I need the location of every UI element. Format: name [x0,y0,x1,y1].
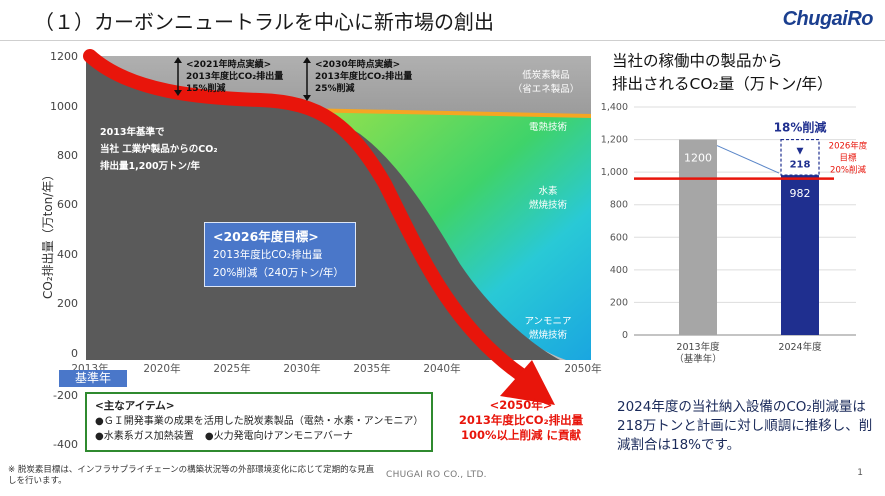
company-logo: ChugaiRo [782,8,874,30]
zone-low-carbon-1: 低炭素製品 [522,69,570,81]
goal-2050-line1: 2013年度比CO₂排出量 [458,413,584,427]
reduction-box [780,138,820,176]
bar-chart-bars [679,138,820,335]
right-chart-title-2: 排出されるCO₂量（万トン/年） [612,75,833,93]
bar-ytick: 800 [610,200,628,211]
right-chart-title: 当社の稼働中の製品から 排出されるCO₂量（万トン/年） [612,50,832,96]
xtick-2040: 2040年 [423,362,460,375]
items-title: <主なアイテム> [95,400,175,412]
ytick-neg400: -400 [53,438,78,451]
bar [679,139,717,335]
zone-ammonia-1: アンモニア [524,316,571,327]
left-chart: 1200 1000 800 600 400 200 0 -200 -400 CO… [41,49,602,451]
ytick-800: 800 [57,149,78,162]
bar-ytick: 1,000 [601,167,628,178]
right-chart-title-1: 当社の稼働中の製品から [612,52,783,70]
title-divider [0,40,885,41]
base-text-1: 2013年基準で [100,126,165,138]
bar-ytick: 0 [622,330,628,341]
ytick-1000: 1000 [50,100,78,113]
milestone-2021-line2: 15%削減 [186,82,226,94]
arrow-head [500,360,555,405]
bar-ytick: 200 [610,297,628,308]
goal-2050-line2: 100%以上削減 に貢献 [460,428,582,442]
company-name: CHUGAI RO CO., LTD. [386,470,487,480]
bar-ytick: 1,200 [601,135,628,146]
milestone-2030-line1: 2013年度比CO₂排出量 [315,70,412,82]
items-line2a: ●水素系ガス加熱装置 [95,431,194,442]
milestone-2030-title: <2030年時点実績> [315,58,400,70]
bar [781,175,819,335]
page-number: 1 [857,468,863,478]
category-label: 2013年度 [676,341,720,353]
base-year-label: 基準年 [59,370,127,387]
tech-zone [300,110,591,360]
main-items-box: <主なアイテム> ●ＧＩ開発事業の成果を活用した脱炭素製品（電熱・水素・アンモニ… [85,392,433,452]
goal-2026-line1: 2013年度比CO₂排出量 [213,249,323,261]
goal-2050-title: <2050年> [489,398,553,412]
page-title: （１）カーボンニュートラルを中心に新市場の創出 [34,10,494,34]
ytick-200: 200 [57,297,78,310]
base-text-3: 排出量1,200万トン/年 [100,160,201,172]
milestone-2021-title: <2021年時点実績> [186,58,271,70]
goal-2026-line2: 20%削減（240万トン/年） [213,267,344,279]
bar-chart-grid [634,106,856,336]
goal-2050-text: <2050年> 2013年度比CO₂排出量 100%以上削減 に貢献 [446,398,596,443]
ytick-1200: 1200 [50,50,78,63]
zone-electric-heat: 電熱技術 [529,121,568,133]
reduction-marker: ▼ [797,147,804,157]
bar-value-label: 982 [790,187,811,200]
connector-line [716,145,780,174]
bar-value-label: 1200 [684,152,712,165]
reduction-arrow [83,49,527,381]
ytick-neg200: -200 [53,389,78,402]
goal-2026-box: <2026年度目標> 2013年度比CO₂排出量 20%削減（240万トン/年） [204,222,356,287]
base-text-2: 当社 工業炉製品からのCO₂ [100,143,218,155]
ytick-600: 600 [57,198,78,211]
reduction-percent-label: 18%削減 [774,120,827,135]
xtick-2030: 2030年 [283,362,320,375]
y-axis-label: CO₂排出量（万ton/年） [41,169,55,299]
xtick-2035: 2035年 [353,362,390,375]
items-line2b: ●火力発電向けアンモニアバーナ [204,431,353,442]
bar-ytick: 1,400 [601,102,628,113]
xtick-2020: 2020年 [143,362,180,375]
xtick-2025: 2025年 [213,362,250,375]
zone-hydrogen-2: 燃焼技術 [529,199,568,211]
category-label: （基準年） [674,353,722,365]
footnote: ※ 脱炭素目標は、インフラサプライチェーンの構築状況等の外部環境変化に応じて定期… [8,465,375,486]
zone-low-carbon-2: （省エネ製品） [513,83,580,95]
electric-heat-band [300,108,591,118]
target-label: 2026年度 [829,141,868,152]
ytick-0: 0 [71,347,78,360]
xtick-2050: 2050年 [564,362,601,375]
items-line1: ●ＧＩ開発事業の成果を活用した脱炭素製品（電熱・水素・アンモニア） [95,416,424,427]
milestone-2021-line1: 2013年度比CO₂排出量 [186,70,283,82]
zone-hydrogen-1: 水素 [538,185,558,197]
bar-ytick: 600 [610,232,628,243]
category-label: 2024年度 [778,341,822,353]
goal-2026-title: <2026年度目標> [213,229,319,244]
reduction-value-label: 218 [790,160,811,171]
items-line2: ●水素系ガス加熱装置 ●火力発電向けアンモニアバーナ [95,429,423,444]
milestone-2030-line2: 25%削減 [315,82,355,94]
summary-text: 2024年度の当社納入設備のCO₂削減量は218万トンと計画に対し順調に推移し、… [617,399,873,453]
target-label: 20%削減 [830,165,866,176]
bar-ytick: 400 [610,265,628,276]
bar-chart: 0 200 400 600 800 1,000 1,200 1,400 1200 982 ▼ 218… [601,102,868,365]
zone-ammonia-2: 燃焼技術 [529,329,568,341]
ytick-400: 400 [57,248,78,261]
target-label: 目標 [839,153,857,164]
bar-chart-yticks: 0 200 400 600 800 1,000 1,200 1,400 [601,102,628,341]
